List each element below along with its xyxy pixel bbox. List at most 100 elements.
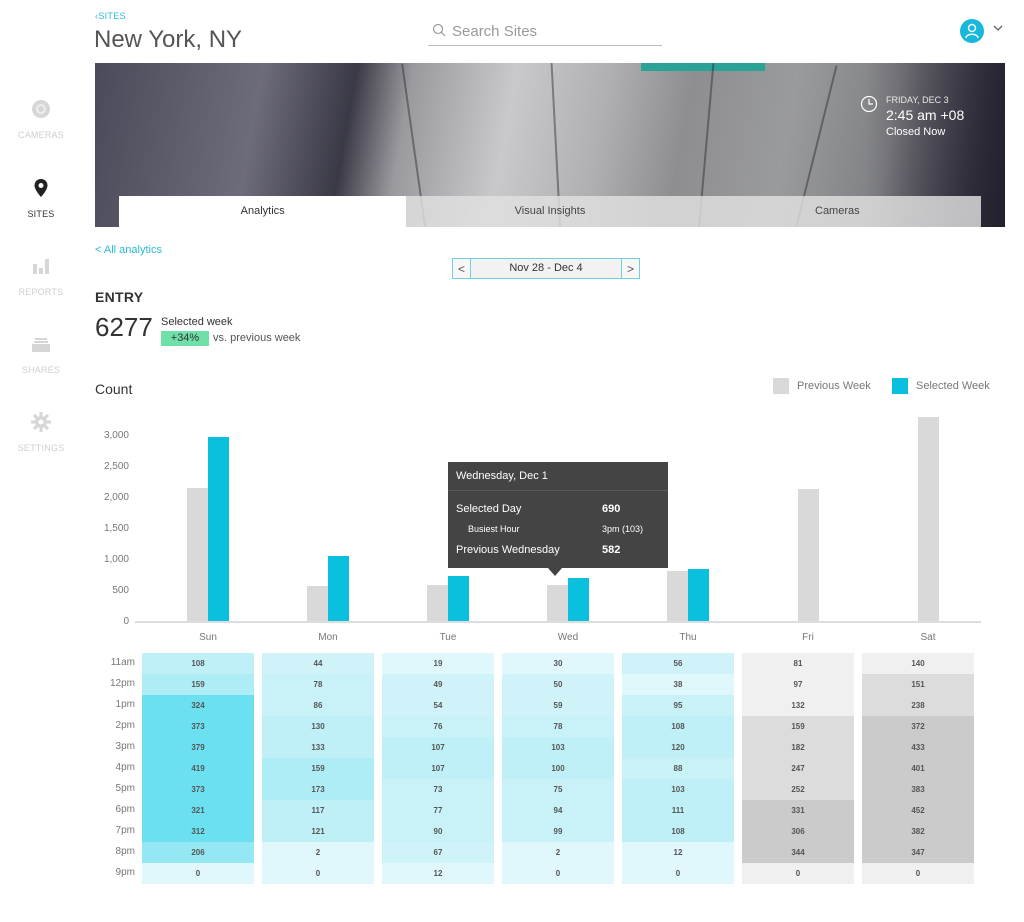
heatmap-cell[interactable]: 159: [142, 674, 254, 695]
heatmap-cell[interactable]: 0: [622, 863, 734, 884]
heatmap-cell[interactable]: 0: [742, 863, 854, 884]
heatmap-cell[interactable]: 383: [862, 779, 974, 800]
sidebar-item-cameras[interactable]: CAMERAS: [0, 98, 82, 140]
heatmap-cell[interactable]: 182: [742, 737, 854, 758]
heatmap-cell[interactable]: 95: [622, 695, 734, 716]
heatmap-cell[interactable]: 100: [502, 758, 614, 779]
heatmap-cell[interactable]: 120: [622, 737, 734, 758]
sidebar-item-shares[interactable]: SHARES: [0, 333, 82, 375]
heatmap-cell[interactable]: 54: [382, 695, 494, 716]
heatmap-cell[interactable]: 2: [502, 842, 614, 863]
heatmap-cell[interactable]: 97: [742, 674, 854, 695]
heatmap-cell[interactable]: 44: [262, 653, 374, 674]
heatmap-cell[interactable]: 206: [142, 842, 254, 863]
heatmap-cell[interactable]: 452: [862, 800, 974, 821]
heatmap-cell[interactable]: 324: [142, 695, 254, 716]
heatmap-cell[interactable]: 88: [622, 758, 734, 779]
heatmap-cell[interactable]: 331: [742, 800, 854, 821]
heatmap-cell[interactable]: 111: [622, 800, 734, 821]
heatmap-cell[interactable]: 130: [262, 716, 374, 737]
bar-previous-week-mon[interactable]: [307, 585, 328, 621]
heatmap-cell[interactable]: 76: [382, 716, 494, 737]
bar-selected-week-wed[interactable]: [568, 578, 589, 621]
heatmap-cell[interactable]: 312: [142, 821, 254, 842]
tab-visual-insights[interactable]: Visual Insights: [406, 196, 694, 227]
heatmap-cell[interactable]: 344: [742, 842, 854, 863]
bar-selected-week-mon[interactable]: [328, 556, 349, 621]
heatmap-cell[interactable]: 321: [142, 800, 254, 821]
heatmap-cell[interactable]: 50: [502, 674, 614, 695]
heatmap-cell[interactable]: 372: [862, 716, 974, 737]
bar-previous-week-sun[interactable]: [187, 488, 208, 621]
heatmap-cell[interactable]: 247: [742, 758, 854, 779]
heatmap-cell[interactable]: 121: [262, 821, 374, 842]
bar-previous-week-sat[interactable]: [918, 417, 939, 621]
heatmap-cell[interactable]: 12: [382, 863, 494, 884]
heatmap-cell[interactable]: 108: [622, 716, 734, 737]
heatmap-cell[interactable]: 56: [622, 653, 734, 674]
heatmap-cell[interactable]: 81: [742, 653, 854, 674]
heatmap-cell[interactable]: 103: [502, 737, 614, 758]
heatmap-cell[interactable]: 373: [142, 716, 254, 737]
heatmap-cell[interactable]: 0: [862, 863, 974, 884]
chevron-down-icon[interactable]: [992, 24, 1004, 32]
heatmap-cell[interactable]: 140: [862, 653, 974, 674]
heatmap-cell[interactable]: 75: [502, 779, 614, 800]
heatmap-cell[interactable]: 108: [622, 821, 734, 842]
heatmap-cell[interactable]: 151: [862, 674, 974, 695]
heatmap-cell[interactable]: 78: [262, 674, 374, 695]
heatmap-cell[interactable]: 78: [502, 716, 614, 737]
heatmap-cell[interactable]: 0: [142, 863, 254, 884]
heatmap-cell[interactable]: 2: [262, 842, 374, 863]
heatmap-cell[interactable]: 77: [382, 800, 494, 821]
bar-selected-week-tue[interactable]: [448, 575, 469, 621]
heatmap-cell[interactable]: 59: [502, 695, 614, 716]
heatmap-cell[interactable]: 0: [262, 863, 374, 884]
bar-previous-week-tue[interactable]: [427, 585, 448, 621]
heatmap-cell[interactable]: 67: [382, 842, 494, 863]
search-input[interactable]: [452, 20, 657, 42]
user-avatar[interactable]: [960, 19, 984, 43]
bar-previous-week-thu[interactable]: [667, 571, 688, 621]
bar-selected-week-thu[interactable]: [688, 568, 709, 621]
bar-previous-week-wed[interactable]: [547, 584, 568, 621]
heatmap-cell[interactable]: 252: [742, 779, 854, 800]
heatmap-cell[interactable]: 108: [142, 653, 254, 674]
heatmap-cell[interactable]: 107: [382, 758, 494, 779]
previous-week-button[interactable]: <: [453, 259, 471, 278]
heatmap-cell[interactable]: 173: [262, 779, 374, 800]
heatmap-cell[interactable]: 433: [862, 737, 974, 758]
heatmap-cell[interactable]: 238: [862, 695, 974, 716]
heatmap-cell[interactable]: 90: [382, 821, 494, 842]
heatmap-cell[interactable]: 12: [622, 842, 734, 863]
heatmap-cell[interactable]: 30: [502, 653, 614, 674]
tab-cameras[interactable]: Cameras: [693, 196, 981, 227]
bar-selected-week-sun[interactable]: [208, 436, 229, 621]
next-week-button[interactable]: >: [621, 259, 639, 278]
heatmap-cell[interactable]: 306: [742, 821, 854, 842]
heatmap-cell[interactable]: 401: [862, 758, 974, 779]
tab-analytics[interactable]: Analytics: [119, 196, 407, 227]
heatmap-cell[interactable]: 0: [502, 863, 614, 884]
heatmap-cell[interactable]: 103: [622, 779, 734, 800]
all-analytics-link[interactable]: < All analytics: [95, 244, 162, 256]
heatmap-cell[interactable]: 347: [862, 842, 974, 863]
sidebar-item-settings[interactable]: SETTINGS: [0, 411, 82, 453]
heatmap-cell[interactable]: 419: [142, 758, 254, 779]
heatmap-cell[interactable]: 132: [742, 695, 854, 716]
heatmap-cell[interactable]: 73: [382, 779, 494, 800]
heatmap-cell[interactable]: 99: [502, 821, 614, 842]
sidebar-item-sites[interactable]: SITES: [0, 177, 82, 219]
heatmap-cell[interactable]: 86: [262, 695, 374, 716]
back-to-sites-link[interactable]: ‹SITES: [95, 11, 126, 21]
heatmap-cell[interactable]: 117: [262, 800, 374, 821]
heatmap-cell[interactable]: 38: [622, 674, 734, 695]
heatmap-cell[interactable]: 382: [862, 821, 974, 842]
heatmap-cell[interactable]: 379: [142, 737, 254, 758]
heatmap-cell[interactable]: 94: [502, 800, 614, 821]
heatmap-cell[interactable]: 49: [382, 674, 494, 695]
bar-previous-week-fri[interactable]: [798, 489, 819, 621]
heatmap-cell[interactable]: 373: [142, 779, 254, 800]
heatmap-cell[interactable]: 19: [382, 653, 494, 674]
heatmap-cell[interactable]: 159: [742, 716, 854, 737]
